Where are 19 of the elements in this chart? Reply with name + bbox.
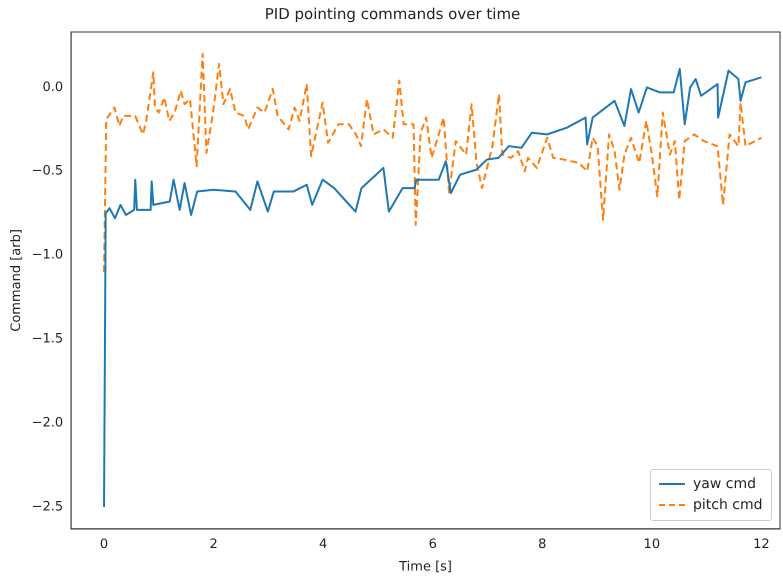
y-tick-label: −0.5	[32, 164, 64, 179]
y-tick-label: −2.5	[32, 499, 64, 514]
x-axis-title: Time [s]	[398, 560, 452, 575]
y-tick-label: −1.5	[32, 332, 64, 347]
y-tick-label: −2.0	[32, 415, 64, 430]
legend-label: pitch cmd	[693, 496, 763, 515]
x-tick-label: 2	[209, 536, 218, 552]
x-tick-label: 8	[538, 536, 546, 552]
x-tick-label: 10	[644, 536, 660, 552]
legend-label: yaw cmd	[693, 474, 756, 494]
x-tick-label: 4	[319, 536, 328, 552]
x-tick-label: 12	[753, 536, 770, 552]
chart-title: PID pointing commands over time	[264, 4, 520, 23]
y-tick-label: −1.0	[32, 248, 64, 263]
y-tick-label: 0.0	[42, 80, 64, 95]
y-axis-title: Command [arb]	[9, 229, 24, 332]
x-tick-label: 0	[100, 536, 108, 552]
x-tick-label: 6	[428, 536, 437, 552]
line-series	[103, 52, 762, 274]
